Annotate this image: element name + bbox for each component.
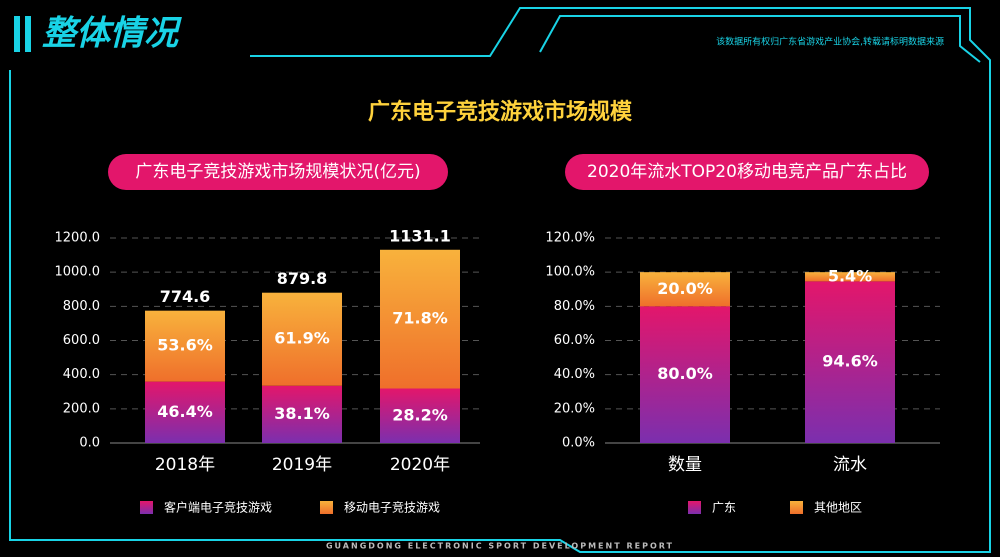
total-label: 774.6 (160, 287, 211, 306)
legend-label: 广东 (712, 501, 736, 515)
legend-label: 客户端电子竞技游戏 (164, 500, 272, 515)
footer: GUANGDONG ELECTRONIC SPORT DEVELOPMENT R… (326, 542, 674, 551)
y-tick-label: 60.0% (554, 333, 595, 348)
data-label: 53.6% (157, 336, 213, 355)
y-tick-label: 20.0% (554, 401, 595, 416)
x-tick-label: 流水 (833, 455, 867, 475)
legend-swatch (688, 501, 701, 514)
main-title: 广东电子竞技游戏市场规模 (368, 99, 633, 125)
header-mark (25, 16, 31, 52)
y-tick-label: 1000.0 (55, 265, 101, 280)
x-tick-label: 数量 (668, 455, 702, 475)
bar-segment (262, 385, 342, 443)
y-tick-label: 1200.0 (55, 231, 101, 246)
y-tick-label: 0.0% (562, 436, 595, 451)
data-label: 28.2% (392, 405, 448, 424)
legend-swatch (140, 501, 153, 514)
data-label: 71.8% (392, 309, 448, 328)
data-label: 80.0% (657, 364, 713, 383)
data-label: 94.6% (822, 352, 878, 371)
data-label: 38.1% (274, 404, 330, 423)
chart-title: 2020年流水TOP20移动电竞产品广东占比 (587, 162, 907, 182)
x-tick-label: 2020年 (390, 455, 450, 475)
bar-segment (805, 281, 895, 443)
legend-label: 移动电子竞技游戏 (344, 501, 440, 515)
bar-segment (640, 306, 730, 443)
total-label: 879.8 (277, 269, 328, 288)
bar-segment (145, 310, 225, 382)
data-label: 20.0% (657, 279, 713, 298)
y-tick-label: 400.0 (63, 367, 100, 382)
bar-segment (262, 292, 342, 386)
legend-label: 其他地区 (814, 501, 862, 515)
title-pill (108, 154, 448, 190)
total-label: 1131.1 (389, 226, 451, 245)
data-label: 46.4% (157, 402, 213, 421)
header-mark (14, 16, 20, 52)
y-tick-label: 600.0 (63, 333, 100, 348)
title-pill (565, 154, 929, 190)
data-label: 5.4% (828, 266, 872, 285)
frame-inner (539, 15, 981, 63)
y-tick-label: 0.0 (79, 436, 100, 451)
x-tick-label: 2019年 (272, 455, 332, 475)
bar-segment (805, 272, 895, 282)
x-tick-label: 2018年 (155, 455, 215, 475)
y-tick-label: 200.0 (63, 401, 100, 416)
y-tick-label: 100.0% (545, 265, 595, 280)
notice: 该数据所有权归广东省游戏产业协会,转载请标明数据来源 (716, 36, 944, 48)
y-tick-label: 80.0% (554, 299, 595, 314)
bar-segment (640, 272, 730, 307)
header-title: 整体情况 (42, 14, 182, 54)
y-tick-label: 800.0 (63, 299, 100, 314)
bar-segment (380, 388, 460, 443)
chart-title: 广东电子竞技游戏市场规模状况(亿元) (135, 162, 420, 182)
bar-segment (145, 381, 225, 443)
frame (9, 7, 991, 553)
data-label: 61.9% (274, 329, 330, 348)
y-tick-label: 40.0% (554, 367, 595, 382)
y-tick-label: 120.0% (545, 231, 595, 246)
legend-swatch (790, 501, 803, 514)
legend-swatch (320, 501, 333, 514)
bar-segment (380, 249, 460, 389)
